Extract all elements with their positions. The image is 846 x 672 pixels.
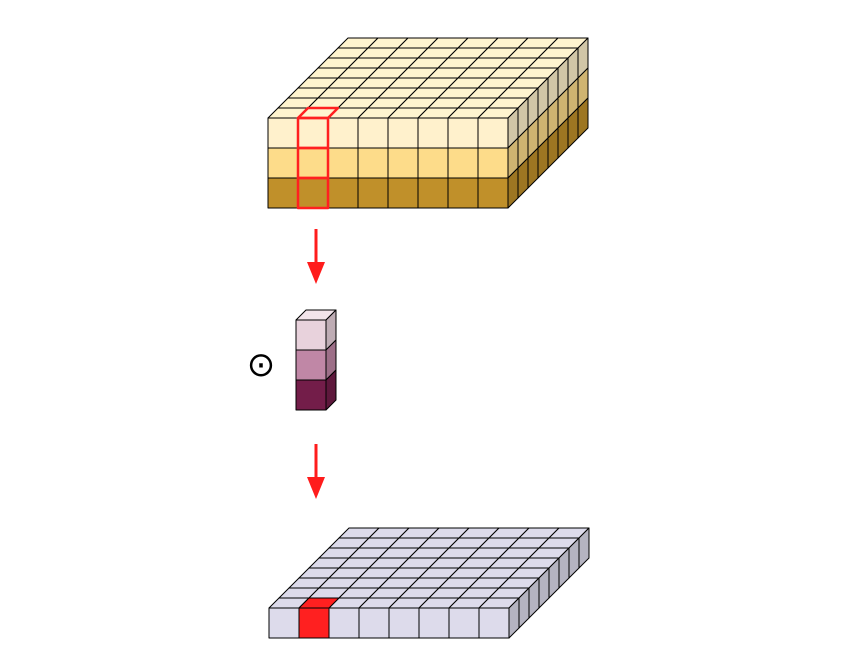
arrow-down-icon	[307, 444, 325, 499]
input-front-cell	[477, 177, 509, 209]
input-front-cell	[387, 177, 419, 209]
input-front-cell	[477, 147, 509, 179]
output-highlighted-cell	[298, 597, 340, 639]
output-front-cell	[448, 607, 480, 639]
kernel-front-cell	[295, 349, 327, 381]
output-front-cell	[328, 607, 360, 639]
input-front-cell	[447, 147, 479, 179]
kernel-front-cell	[295, 319, 327, 351]
input-front-cell	[387, 117, 419, 149]
kernel-front-cell	[295, 379, 327, 411]
input-front-cell	[417, 177, 449, 209]
arrow-down-icon	[307, 229, 325, 284]
output-front-cell	[268, 607, 300, 639]
input-front-cell	[297, 177, 329, 209]
output-front-cell	[388, 607, 420, 639]
output-highlight-front	[298, 607, 330, 639]
operator-symbol: ⊙	[247, 345, 276, 385]
input-highlight-front	[296, 176, 330, 210]
output-feature-map	[268, 527, 590, 639]
output-front-cell	[478, 607, 510, 639]
input-front-cell	[357, 177, 389, 209]
input-front-cell	[327, 147, 359, 179]
elementwise-product-operator: ⊙	[247, 345, 276, 385]
input-front-cell	[477, 117, 509, 149]
kernel-vector	[295, 309, 337, 411]
input-front-cell	[387, 147, 419, 179]
input-front-cell	[357, 147, 389, 179]
input-front-cell	[417, 147, 449, 179]
input-front-cell	[267, 117, 299, 149]
input-tensor	[267, 37, 589, 209]
output-front-cell	[358, 607, 390, 639]
input-front-cell	[267, 147, 299, 179]
input-front-cell	[297, 117, 329, 149]
input-front-cell	[357, 117, 389, 149]
output-front-cell	[418, 607, 450, 639]
input-highlight-top	[296, 106, 340, 120]
input-front-cell	[447, 117, 479, 149]
input-front-cell	[327, 177, 359, 209]
input-front-cell	[267, 177, 299, 209]
input-front-cell	[327, 117, 359, 149]
input-highlighted-column	[296, 106, 340, 210]
input-front-cell	[447, 177, 479, 209]
input-front-cell	[297, 147, 329, 179]
input-front-cell	[417, 117, 449, 149]
